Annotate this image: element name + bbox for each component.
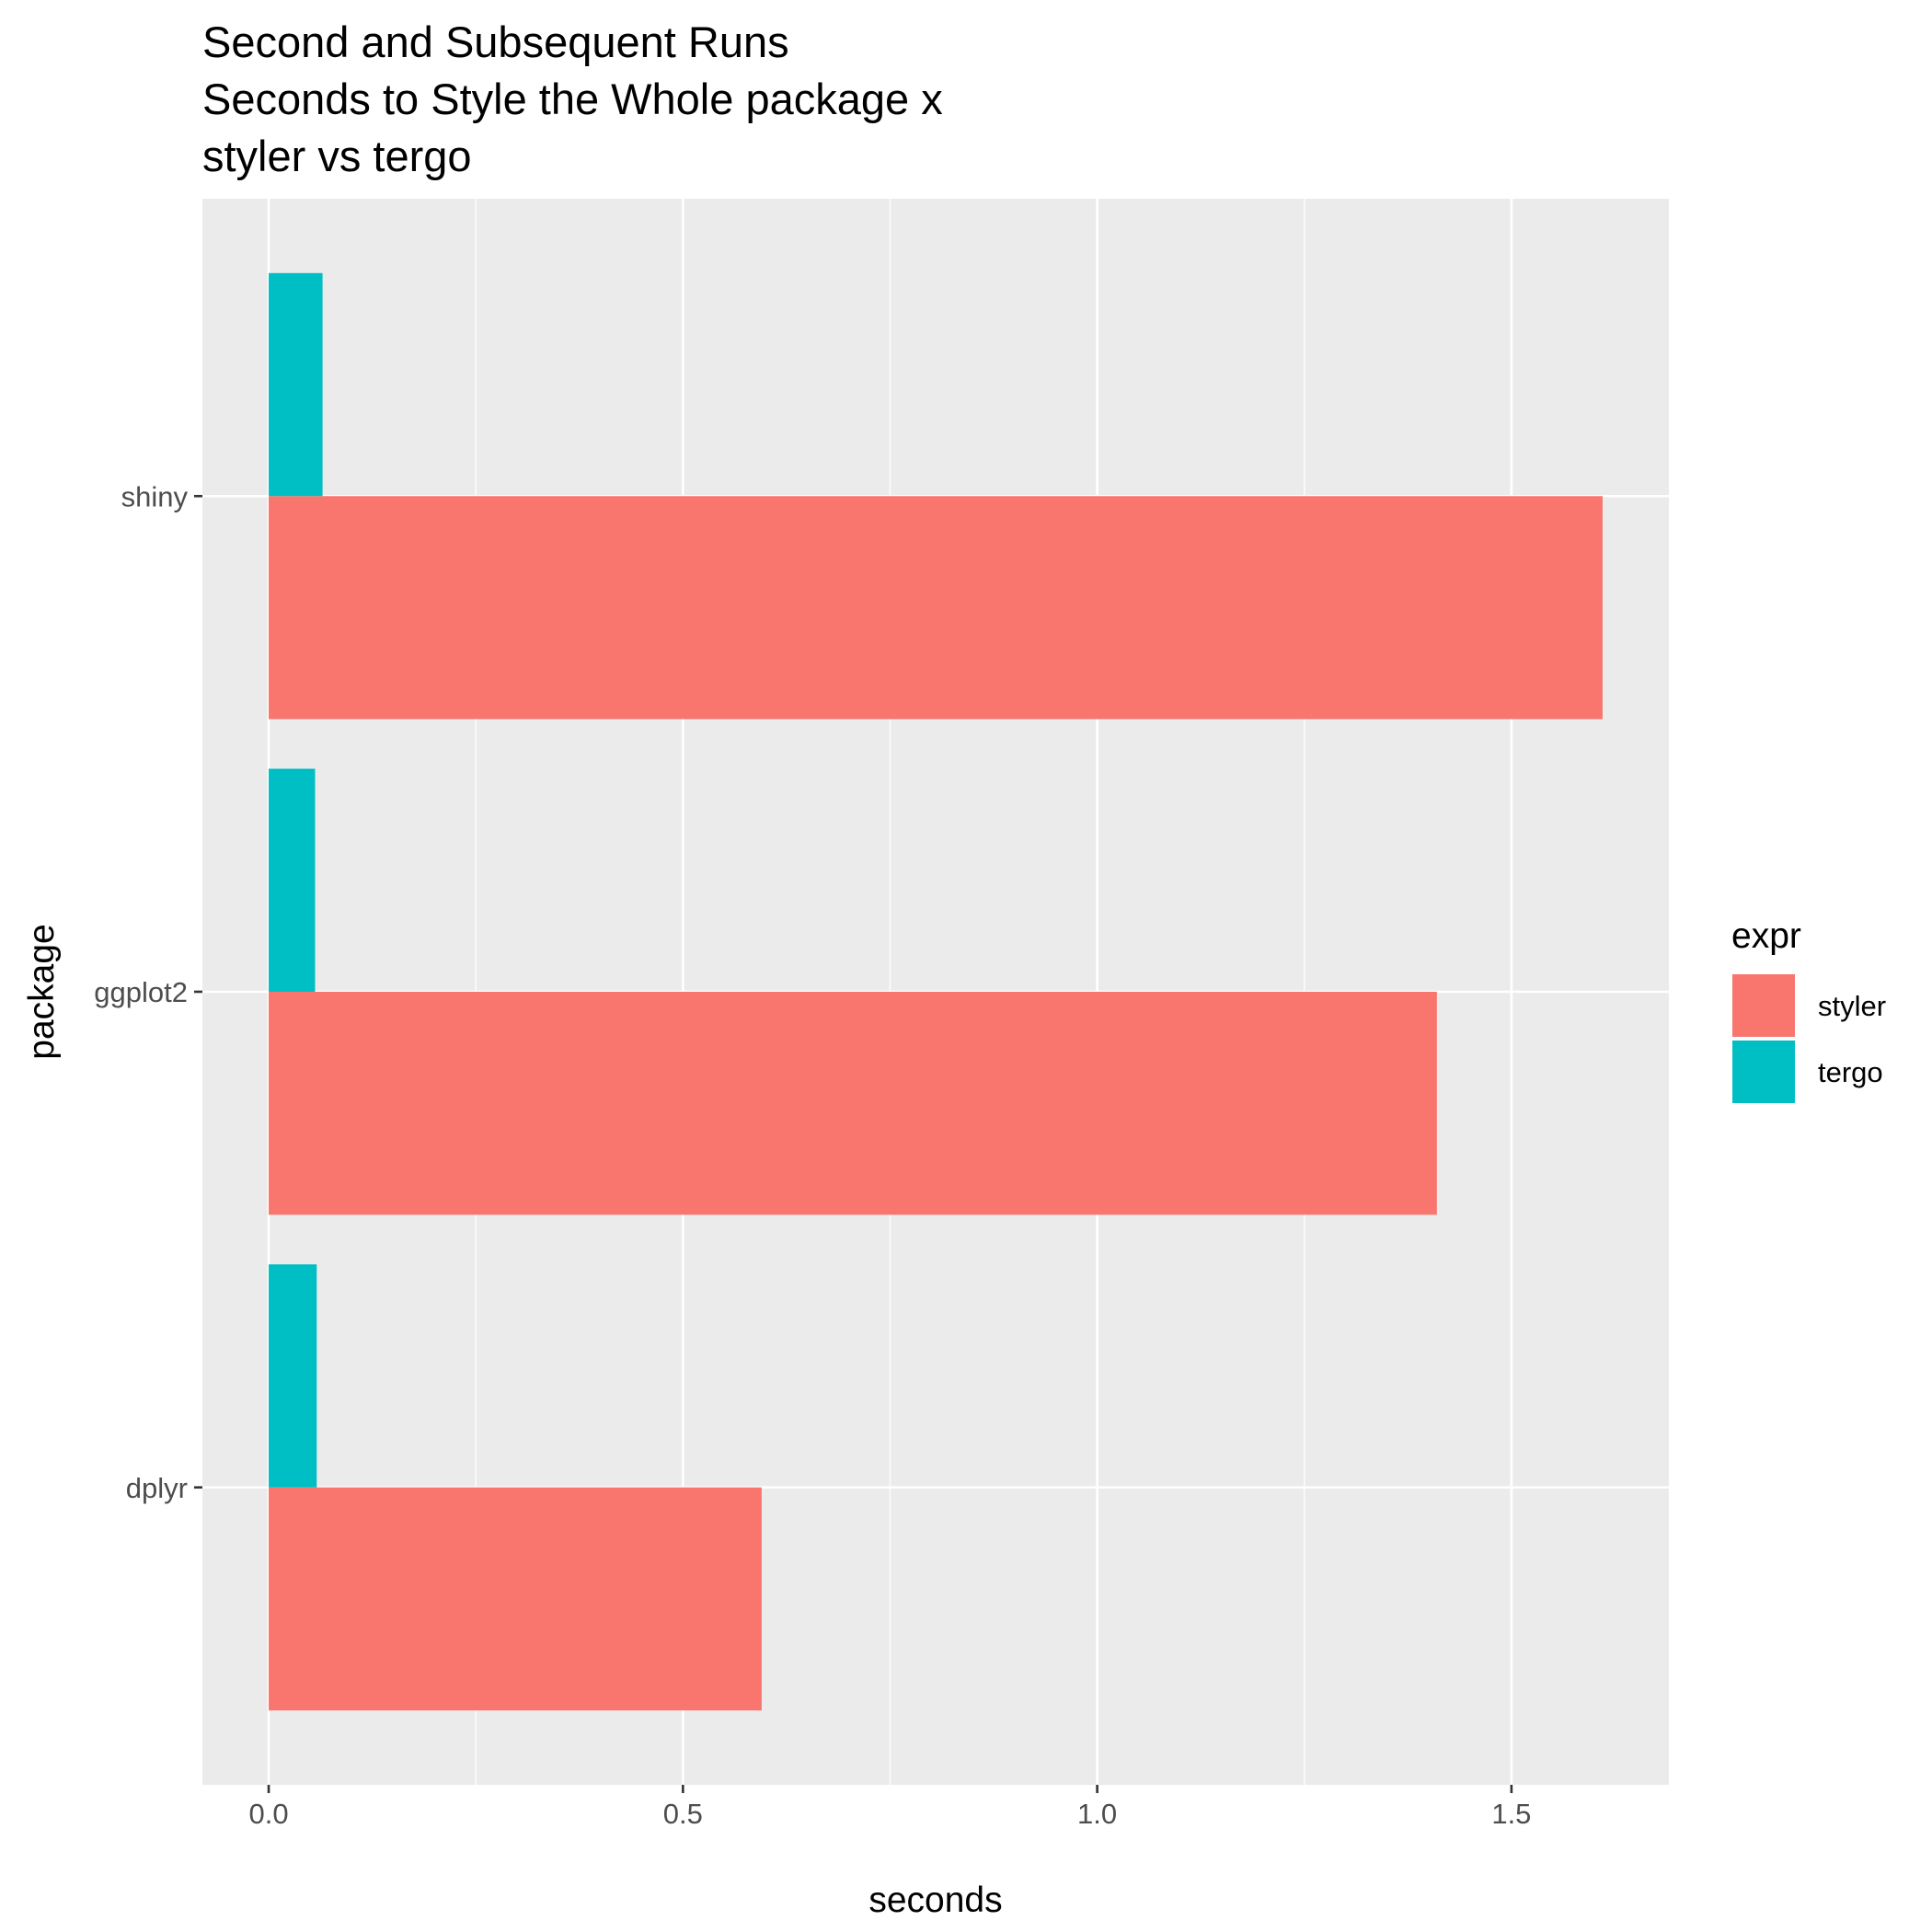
bar-tergo-ggplot2 (269, 768, 316, 992)
x-tick-label: 0.0 (248, 1798, 288, 1830)
y-tick-label: ggplot2 (94, 976, 188, 1008)
legend-title: expr (1731, 916, 1801, 956)
chart-title-line-2: Seconds to Style the Whole package x (202, 75, 943, 123)
x-axis: 0.0 0.5 1.0 1.5 (248, 1785, 1531, 1830)
chart-title-line-3: styler vs tergo (202, 132, 472, 180)
bar-styler-dplyr (269, 1487, 762, 1711)
x-tick-label: 1.0 (1077, 1798, 1117, 1830)
x-tick-label: 1.5 (1491, 1798, 1531, 1830)
bar-tergo-shiny (269, 272, 323, 497)
legend-label-styler: styler (1818, 990, 1886, 1022)
y-axis: shiny ggplot2 dplyr (94, 480, 202, 1504)
legend: expr styler tergo (1731, 916, 1886, 1105)
x-axis-title: seconds (868, 1880, 1002, 1920)
legend-label-tergo: tergo (1818, 1056, 1883, 1088)
y-axis-title: package (22, 924, 62, 1059)
bar-styler-shiny (269, 496, 1603, 719)
x-tick-label: 0.5 (663, 1798, 703, 1830)
legend-key-styler (1731, 972, 1797, 1039)
bar-tergo-dplyr (269, 1264, 317, 1488)
bars (269, 272, 1603, 1711)
y-tick-label: shiny (121, 480, 189, 512)
chart-title-line-1: Second and Subsequent Runs (202, 17, 789, 66)
y-tick-label: dplyr (126, 1472, 188, 1504)
chart-title: Second and Subsequent Runs Seconds to St… (202, 17, 943, 180)
bar-styler-ggplot2 (269, 992, 1437, 1215)
legend-key-tergo (1731, 1039, 1797, 1105)
legend-items: styler tergo (1731, 972, 1886, 1105)
